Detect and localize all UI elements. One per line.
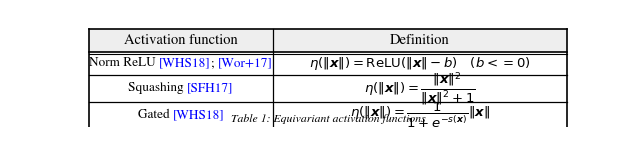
Text: [Wor+17]: [Wor+17]	[218, 57, 273, 69]
Text: Table 1: Equivariant activation functions: Table 1: Equivariant activation function…	[230, 114, 426, 124]
Text: $\eta(\|\boldsymbol{x}\|) = \dfrac{1}{1+e^{-s(\boldsymbol{x})}} \|\boldsymbol{x}: $\eta(\|\boldsymbol{x}\|) = \dfrac{1}{1+…	[350, 101, 490, 130]
Bar	[89, 29, 567, 52]
Text: ;: ;	[211, 57, 218, 69]
Text: Norm ReLU: Norm ReLU	[89, 57, 159, 69]
Text: [WHS18]: [WHS18]	[173, 110, 224, 121]
Text: $\eta(\|\boldsymbol{x}\|) = \mathrm{ReLU}(\|\boldsymbol{x}\| - b) \quad (b <= 0): $\eta(\|\boldsymbol{x}\|) = \mathrm{ReLU…	[309, 55, 531, 72]
Text: [SFH17]: [SFH17]	[188, 83, 234, 94]
Text: $\eta(\|\boldsymbol{x}\|) = \dfrac{\|\boldsymbol{x}\|^2}{\|\boldsymbol{x}\|^2+1}: $\eta(\|\boldsymbol{x}\|) = \dfrac{\|\bo…	[364, 70, 476, 107]
Text: Gated: Gated	[138, 110, 173, 121]
Text: [WHS18]: [WHS18]	[159, 57, 211, 69]
Text: Activation function: Activation function	[124, 34, 238, 47]
Text: Squashing: Squashing	[128, 83, 188, 95]
Text: Definition: Definition	[390, 34, 450, 47]
